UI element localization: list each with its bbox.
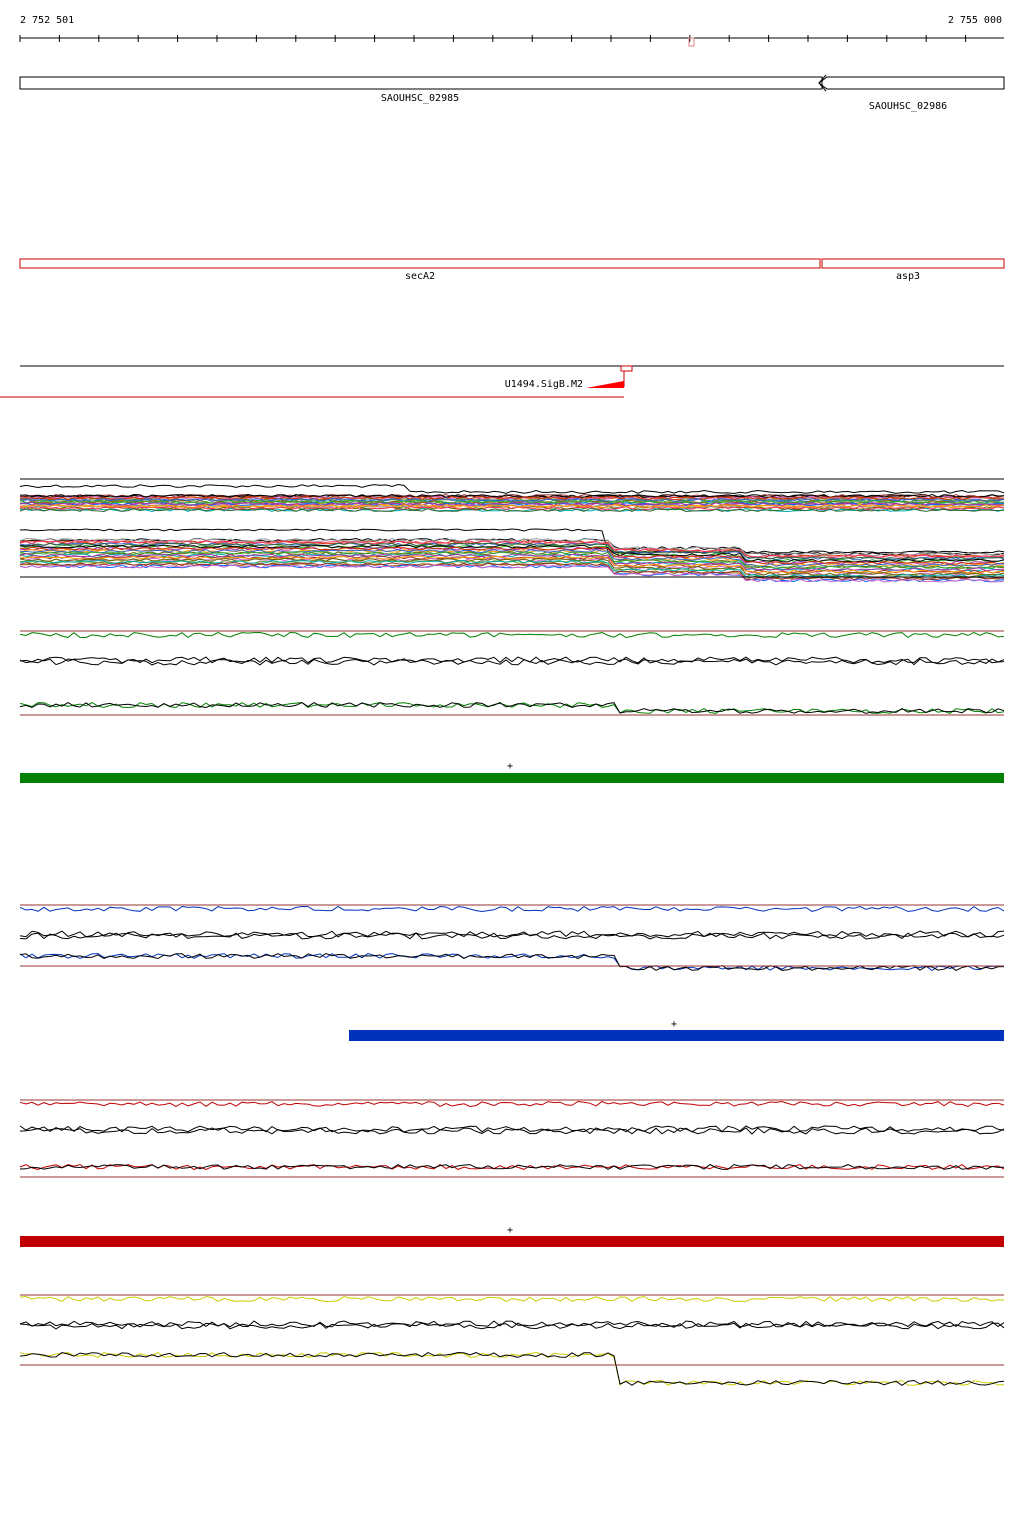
transcript-bar-red[interactable] bbox=[20, 1236, 1004, 1247]
gene-track: SAOUHSC_02985 SAOUHSC_02986 bbox=[19, 74, 1005, 112]
profile-line bbox=[19, 952, 1005, 971]
strand-marker-red: + bbox=[507, 1225, 513, 1236]
annotation-feature-seca2[interactable] bbox=[19, 258, 821, 269]
ruler-start-label: 2 752 501 bbox=[20, 15, 74, 26]
transcription-bars: + + + bbox=[20, 761, 1004, 1247]
strand-marker-blue: + bbox=[671, 1019, 677, 1030]
strand-arrow-icon bbox=[818, 74, 827, 92]
profile-line bbox=[19, 1127, 1005, 1135]
gene-label-saouhsc-02985: SAOUHSC_02985 bbox=[381, 93, 459, 104]
ruler-end-label: 2 755 000 bbox=[948, 15, 1002, 26]
profile-line bbox=[19, 1351, 1005, 1387]
profile-line bbox=[19, 495, 1005, 501]
profile-line bbox=[19, 483, 1005, 495]
profile-line bbox=[19, 1351, 1005, 1386]
annotation-label-asp3: asp3 bbox=[896, 271, 920, 282]
strand-marker-green: + bbox=[507, 761, 513, 772]
profile-line bbox=[19, 1100, 1005, 1108]
annotation-label-seca2: secA2 bbox=[405, 271, 435, 282]
profile-line bbox=[19, 544, 1005, 563]
profile-line bbox=[19, 505, 1005, 510]
profile-line bbox=[19, 1125, 1005, 1133]
position-ruler: 2 752 501 2 755 000 bbox=[19, 15, 1004, 47]
profile-line bbox=[19, 1163, 1005, 1170]
profile-line bbox=[19, 546, 1005, 565]
profile-line bbox=[19, 952, 1005, 972]
profile-line bbox=[19, 1322, 1005, 1330]
profile-line bbox=[19, 658, 1005, 666]
gene-label-saouhsc-02986: SAOUHSC_02986 bbox=[869, 101, 947, 112]
profile-line bbox=[19, 559, 1005, 579]
profile-line bbox=[19, 631, 1005, 639]
promoter-track: U1494.SigB.M2 bbox=[0, 365, 1004, 398]
profile-line bbox=[19, 507, 1005, 513]
expression-profiles bbox=[19, 478, 1005, 1387]
profile-line bbox=[19, 932, 1005, 940]
ruler-ticks bbox=[19, 35, 967, 42]
profile-line bbox=[19, 497, 1005, 503]
profile-line bbox=[19, 553, 1005, 572]
ruler-cursor-marker bbox=[688, 37, 695, 47]
profile-line bbox=[19, 702, 1005, 714]
profile-line bbox=[19, 1163, 1005, 1171]
promoter-label: U1494.SigB.M2 bbox=[505, 379, 583, 390]
promoter-triangle-icon bbox=[586, 381, 624, 388]
profile-line bbox=[19, 528, 1005, 554]
profile-line bbox=[19, 544, 1005, 563]
profile-line bbox=[19, 542, 1005, 561]
annotation-track: secA2 asp3 bbox=[19, 258, 1005, 282]
profile-line bbox=[19, 495, 1005, 501]
annotation-feature-asp3[interactable] bbox=[821, 258, 1005, 269]
gene-feature-saouhsc-02986[interactable] bbox=[818, 76, 1005, 90]
profile-line bbox=[19, 540, 1005, 558]
transcript-bar-blue[interactable] bbox=[349, 1030, 1004, 1041]
profile-line bbox=[19, 562, 1005, 581]
profile-line bbox=[19, 501, 1005, 507]
profile-line bbox=[19, 1295, 1005, 1303]
profile-line bbox=[19, 555, 1005, 574]
profile-line bbox=[19, 503, 1005, 508]
profile-line bbox=[19, 551, 1005, 570]
gene-feature-saouhsc-02985[interactable] bbox=[19, 76, 823, 90]
profile-line bbox=[19, 551, 1005, 570]
transcript-bar-green[interactable] bbox=[20, 773, 1004, 783]
profile-line bbox=[19, 701, 1005, 714]
profile-line bbox=[19, 564, 1005, 583]
profile-line bbox=[19, 930, 1005, 938]
promoter-site-marker[interactable] bbox=[620, 365, 633, 372]
profile-line bbox=[19, 537, 1005, 557]
profile-line bbox=[19, 905, 1005, 913]
profile-line bbox=[19, 656, 1005, 664]
profile-line bbox=[19, 1320, 1005, 1328]
